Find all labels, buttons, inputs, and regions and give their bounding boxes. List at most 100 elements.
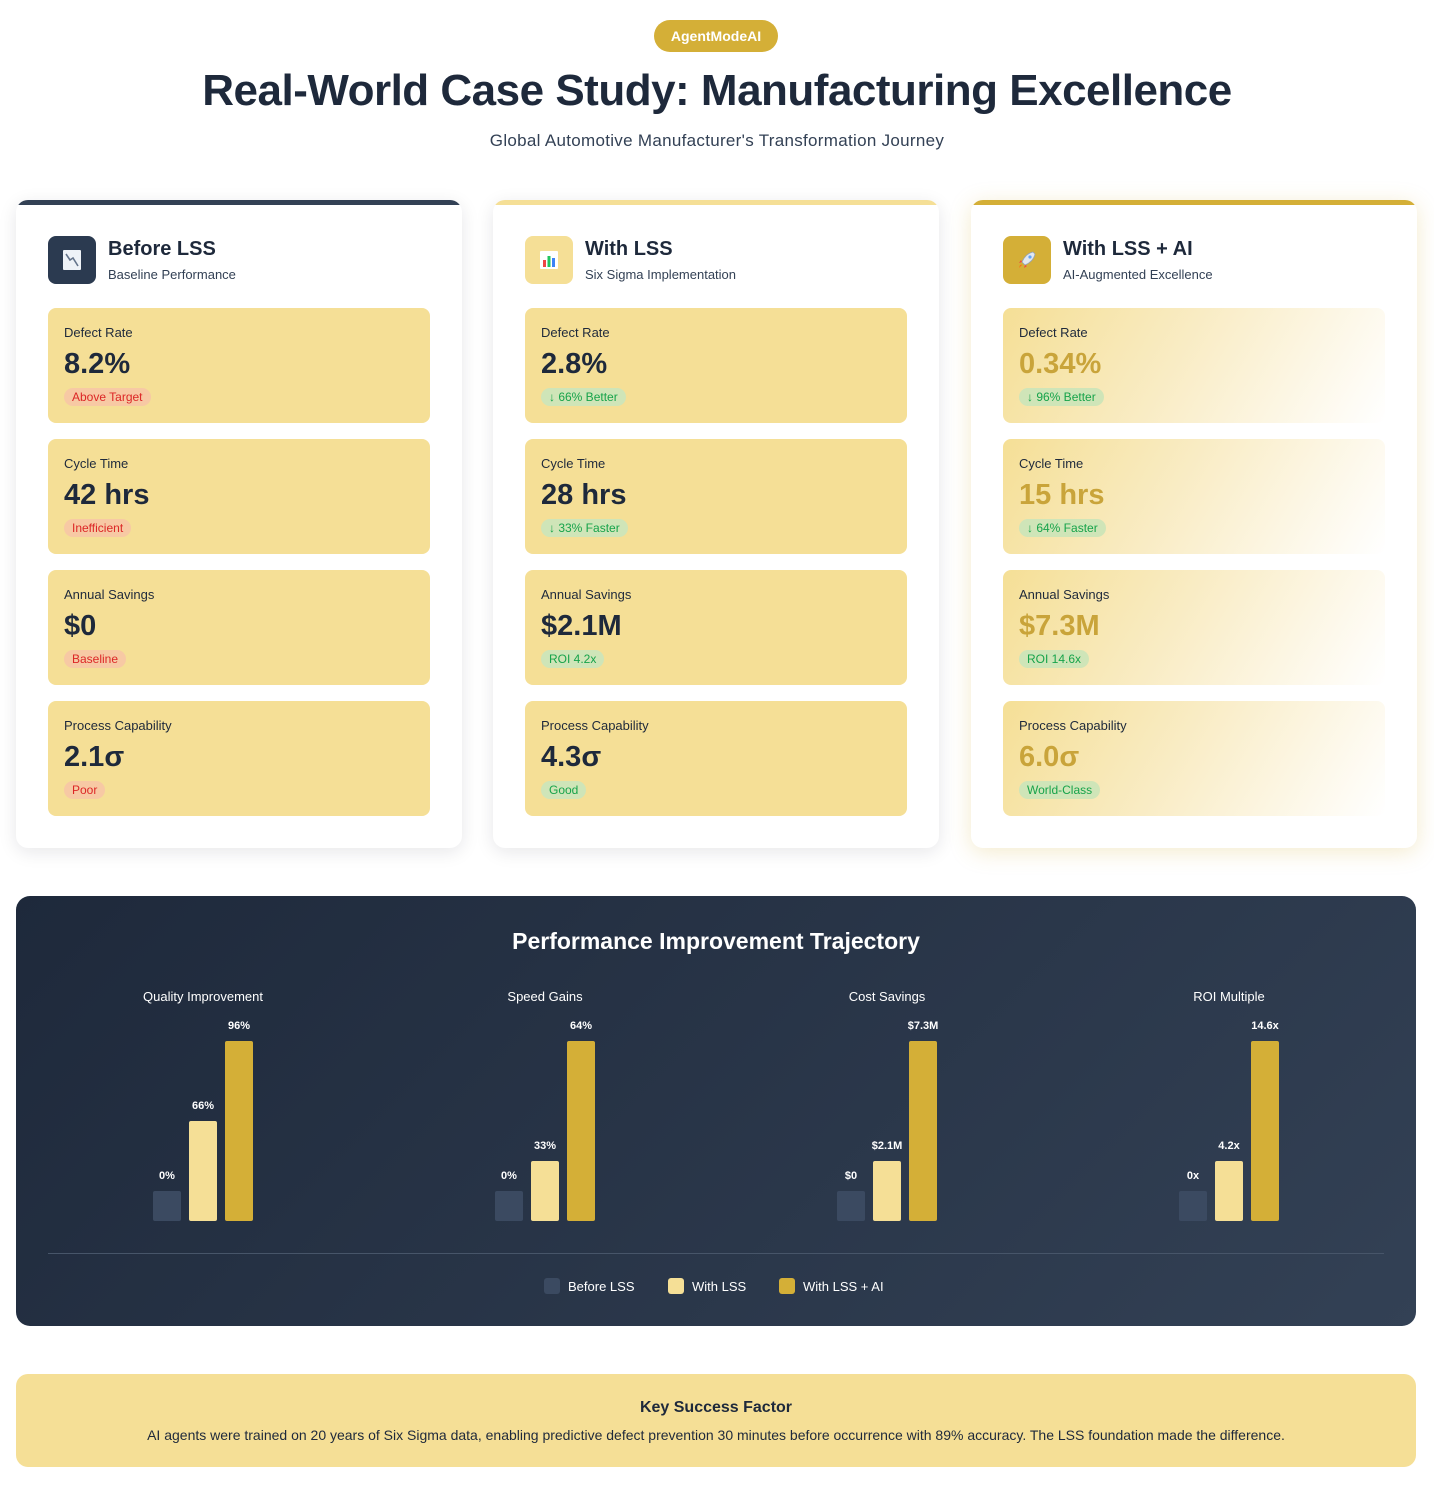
metric-value: 8.2%	[64, 348, 131, 380]
bar-with-lss	[1215, 1161, 1243, 1221]
metric-label: Annual Savings	[1019, 587, 1110, 602]
metric-label: Process Capability	[1019, 718, 1127, 733]
metric-defect-rate: Defect Rate 8.2% Above Target	[48, 308, 430, 423]
bar-with-lss	[531, 1161, 559, 1221]
with-lss-card: With LSS Six Sigma Implementation Defect…	[493, 200, 939, 848]
metric-annual-savings: Annual Savings $2.1M ROI 4.2x	[525, 570, 907, 685]
bar-before-lss	[495, 1191, 523, 1221]
metric-value: 15 hrs	[1019, 479, 1105, 511]
before-lss-card: Before LSS Baseline Performance Defect R…	[16, 200, 462, 848]
bar-value-label: 66%	[192, 1100, 214, 1112]
bar-value-label: 0%	[159, 1170, 175, 1182]
bar-value-label: $0	[845, 1170, 857, 1182]
card-subtitle: Six Sigma Implementation	[585, 267, 737, 282]
status-badge: Inefficient	[64, 519, 132, 537]
legend-swatch	[668, 1278, 684, 1294]
chart-quality-improvement: Quality Improvement 0% 66% 96%	[53, 976, 353, 1226]
card-accent-bar	[971, 200, 1417, 205]
metric-value: 42 hrs	[64, 479, 150, 511]
status-badge: ↓ 66% Better	[541, 388, 626, 406]
status-badge: World-Class	[1019, 781, 1101, 799]
status-badge: ↓ 96% Better	[1019, 388, 1104, 406]
page-title: Real-World Case Study: Manufacturing Exc…	[202, 66, 1232, 115]
metric-label: Cycle Time	[1019, 456, 1084, 471]
metric-label: Cycle Time	[541, 456, 606, 471]
status-badge: Above Target	[64, 388, 151, 406]
status-badge: Good	[541, 781, 587, 799]
legend-swatch	[544, 1278, 560, 1294]
metric-value: 28 hrs	[541, 479, 627, 511]
metric-process-capability: Process Capability 2.1σ Poor	[48, 701, 430, 816]
with-lss-ai-card: With LSS + AI AI-Augmented Excellence De…	[971, 200, 1417, 848]
page-subtitle: Global Automotive Manufacturer's Transfo…	[489, 131, 945, 150]
divider	[48, 1253, 1384, 1254]
metric-value: 2.8%	[541, 348, 608, 380]
bar-value-label: 0%	[501, 1170, 517, 1182]
metric-cycle-time: Cycle Time 28 hrs ↓ 33% Faster	[525, 439, 907, 554]
status-badge: ROI 4.2x	[541, 650, 605, 668]
chart-title: Quality Improvement	[143, 989, 263, 1004]
bar-value-label: 0x	[1187, 1170, 1200, 1182]
legend-label: With LSS	[692, 1278, 747, 1294]
metric-label: Process Capability	[541, 718, 649, 733]
metric-value: $2.1M	[541, 610, 622, 642]
card-title: With LSS + AI	[1063, 238, 1193, 260]
metric-value: 0.34%	[1019, 348, 1102, 380]
metric-label: Defect Rate	[541, 325, 610, 340]
bar-value-label: 33%	[534, 1140, 556, 1152]
metric-cycle-time: Cycle Time 15 hrs ↓ 64% Faster	[1003, 439, 1385, 554]
status-badge: Baseline	[64, 650, 127, 668]
metric-defect-rate: Defect Rate 2.8% ↓ 66% Better	[525, 308, 907, 423]
metric-value: $0	[64, 610, 97, 642]
metric-value: 2.1σ	[64, 741, 125, 773]
metric-process-capability: Process Capability 4.3σ Good	[525, 701, 907, 816]
card-accent-bar	[16, 200, 462, 205]
key-factor-text: AI agents were trained on 20 years of Si…	[147, 1427, 1285, 1443]
metric-annual-savings: Annual Savings $7.3M ROI 14.6x	[1003, 570, 1385, 685]
card-title: With LSS	[585, 238, 673, 260]
key-success-factor: Key Success Factor AI agents were traine…	[16, 1374, 1416, 1467]
bar-value-label: $2.1M	[872, 1140, 903, 1152]
chart-svg: 0% 66% 96%	[153, 1020, 253, 1221]
chart-title: Cost Savings	[848, 989, 926, 1004]
bar-with-lss	[189, 1121, 217, 1221]
bar-before-lss	[1179, 1191, 1207, 1221]
bar-with-lss-ai	[1251, 1041, 1279, 1221]
status-badge: ROI 14.6x	[1019, 650, 1090, 668]
legend-with-lss-ai: With LSS + AI	[779, 1278, 884, 1294]
metric-label: Process Capability	[64, 718, 172, 733]
status-badge: ↓ 64% Faster	[1019, 519, 1106, 537]
metric-process-capability: Process Capability 6.0σ World-Class	[1003, 701, 1385, 816]
key-factor-title: Key Success Factor	[639, 1399, 793, 1416]
chart-cost-savings: Cost Savings $0 $2.1M $7.3M	[737, 976, 1037, 1226]
metric-label: Annual Savings	[64, 587, 155, 602]
legend-before-lss: Before LSS	[544, 1278, 635, 1294]
legend-label: Before LSS	[568, 1278, 635, 1294]
metric-annual-savings: Annual Savings $0 Baseline	[48, 570, 430, 685]
bar-before-lss	[837, 1191, 865, 1221]
card-accent-bar	[493, 200, 939, 205]
metric-label: Defect Rate	[1019, 325, 1088, 340]
metric-label: Annual Savings	[541, 587, 632, 602]
card-subtitle: AI-Augmented Excellence	[1063, 267, 1213, 282]
metric-cycle-time: Cycle Time 42 hrs Inefficient	[48, 439, 430, 554]
bar-with-lss-ai	[225, 1041, 253, 1221]
bar-with-lss-ai	[567, 1041, 595, 1221]
metric-value: $7.3M	[1019, 610, 1100, 642]
chart-svg: 0x 4.2x 14.6x	[1179, 1020, 1280, 1221]
rocket-icon	[1003, 236, 1051, 284]
metric-defect-rate: Defect Rate 0.34% ↓ 96% Better	[1003, 308, 1385, 423]
status-badge: ↓ 33% Faster	[541, 519, 628, 537]
chart-speed-gains: Speed Gains 0% 33% 64%	[395, 976, 695, 1226]
performance-title: Performance Improvement Trajectory	[512, 928, 920, 954]
chart-title: Speed Gains	[507, 989, 583, 1004]
chart-down-icon	[48, 236, 96, 284]
chart-svg: $0 $2.1M $7.3M	[837, 1020, 938, 1221]
chart-svg: 0% 33% 64%	[495, 1020, 595, 1221]
legend-swatch	[779, 1278, 795, 1294]
bar-value-label: 96%	[228, 1020, 250, 1032]
bar-value-label: 4.2x	[1218, 1140, 1240, 1152]
metric-value: 4.3σ	[541, 741, 602, 773]
legend-label: With LSS + AI	[803, 1278, 884, 1294]
legend-with-lss: With LSS	[668, 1278, 746, 1294]
